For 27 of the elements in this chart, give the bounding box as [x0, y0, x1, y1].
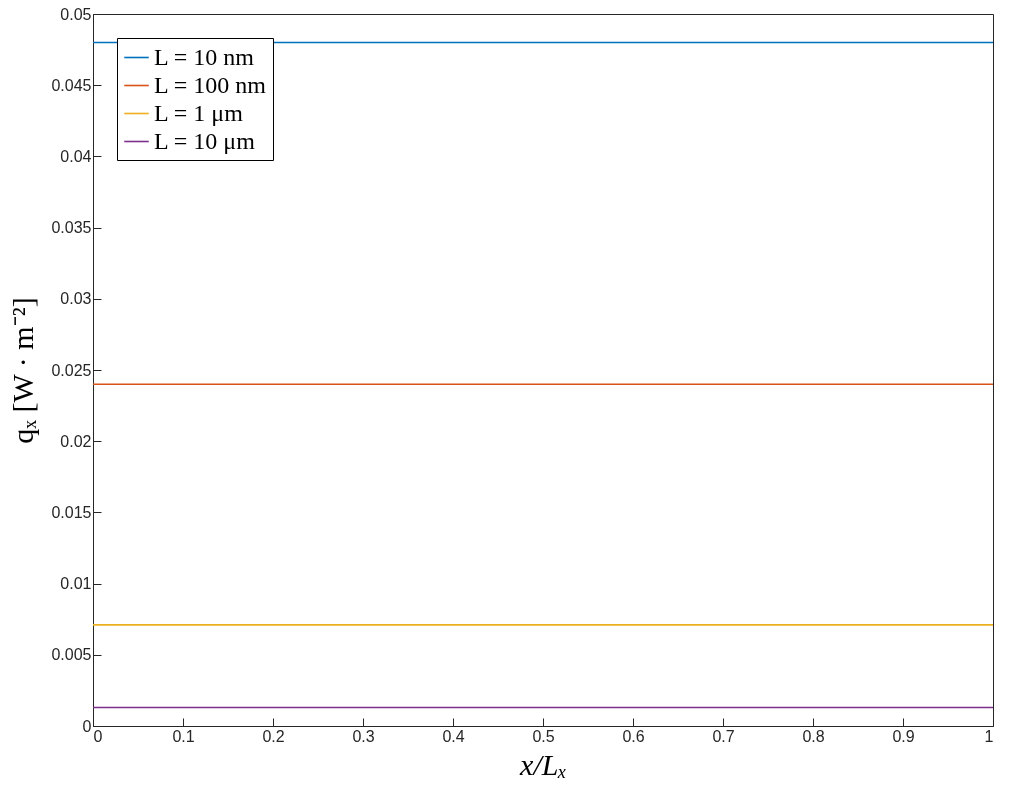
y-tick-label: 0.04	[60, 147, 92, 165]
x-tick-label: 0.9	[892, 727, 915, 745]
x-tick-label: 0.7	[712, 727, 735, 745]
y-tick-label: 0.02	[60, 432, 92, 450]
y-tick-label: 0.015	[51, 503, 92, 521]
legend-label: L = 10 nm	[154, 43, 255, 70]
x-tick-label: 0.6	[622, 727, 645, 745]
x-tick-label: 0.2	[262, 727, 285, 745]
y-tick-label: 0.005	[51, 646, 92, 664]
y-tick-label: 0.03	[60, 290, 92, 308]
x-tick-label: 0.1	[172, 727, 195, 745]
x-tick-label: 0	[93, 727, 103, 745]
y-axis-title: qₓ [W · m⁻²]	[6, 297, 40, 444]
legend-label: L = 1 μm	[154, 99, 244, 126]
x-tick-label: 0.3	[352, 727, 375, 745]
x-axis-title: x/Lₓ	[519, 747, 567, 781]
x-tick-label: 0.8	[802, 727, 825, 745]
x-tick-label: 0.5	[532, 727, 555, 745]
x-tick-label: 0.4	[442, 727, 465, 745]
legend-label: L = 100 nm	[154, 71, 267, 98]
legend-label: L = 10 μm	[154, 127, 256, 154]
y-tick-label: 0.035	[51, 219, 92, 237]
y-tick-label: 0.025	[51, 361, 92, 379]
y-tick-label: 0.05	[60, 5, 92, 23]
x-tick-label: 1	[984, 727, 994, 745]
y-tick-label: 0.01	[60, 575, 92, 593]
y-tick-label: 0.045	[51, 76, 92, 94]
